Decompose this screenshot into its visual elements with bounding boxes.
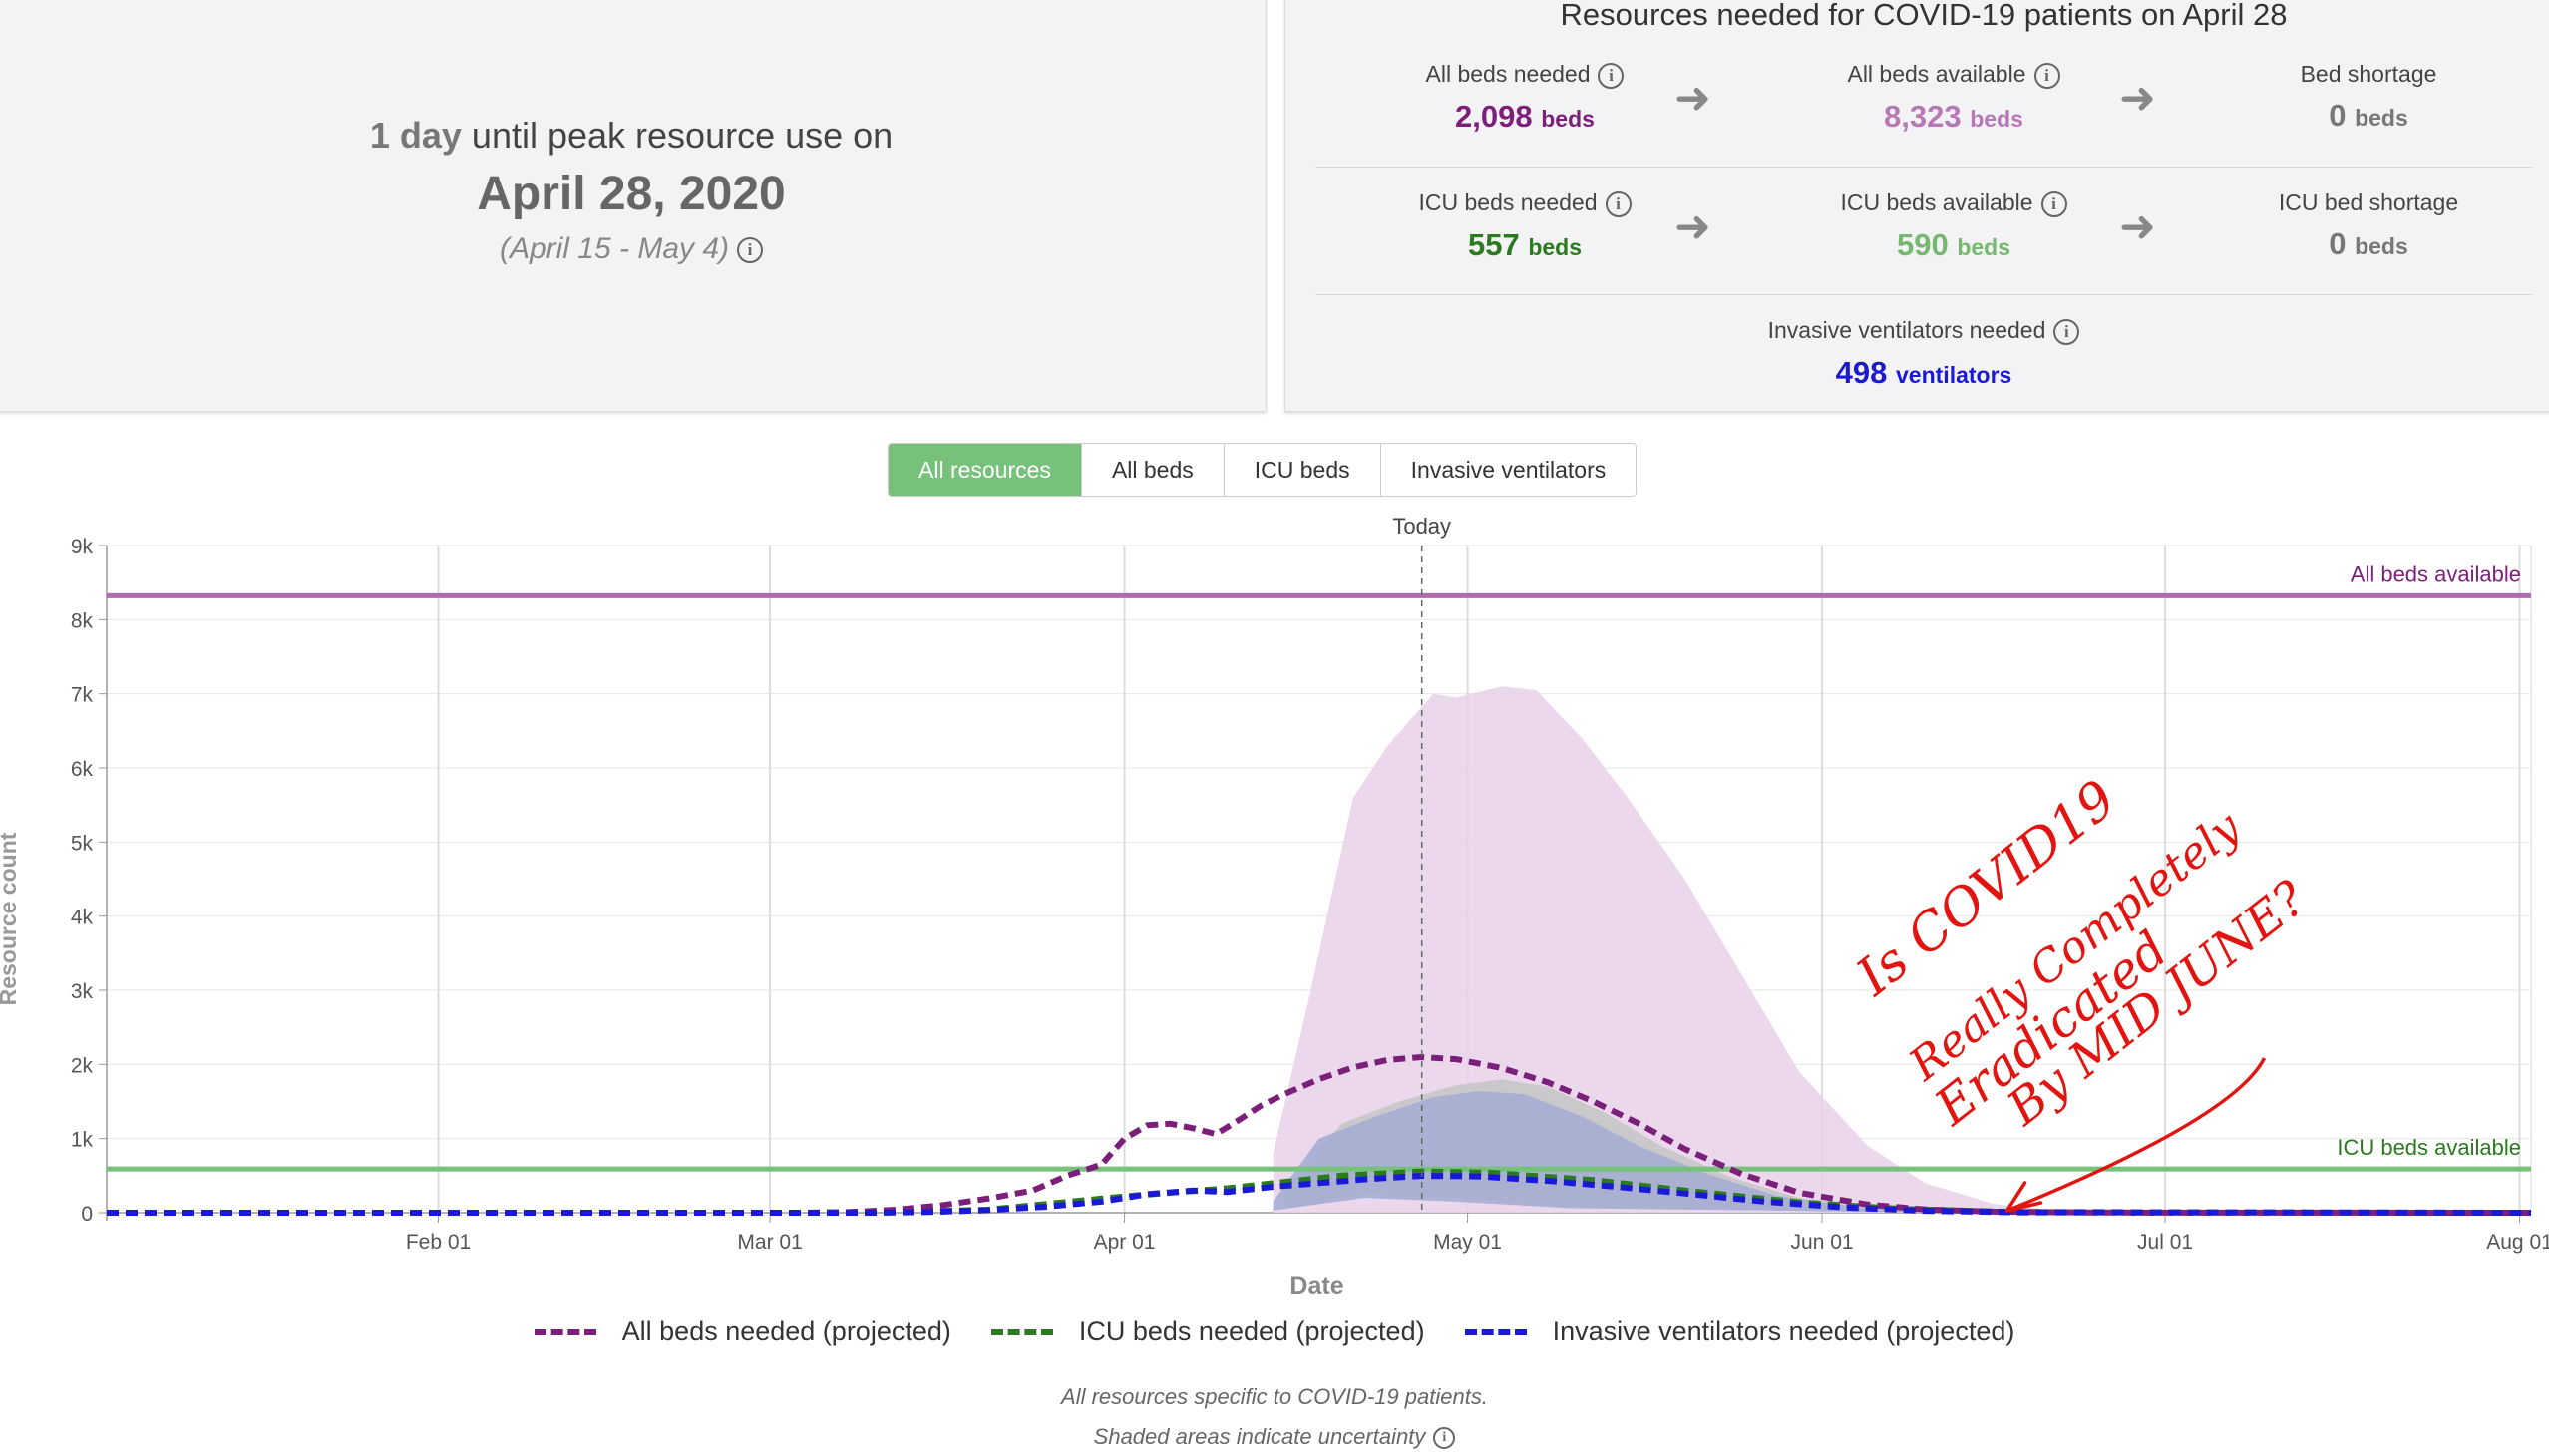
- legend-label: All beds needed (projected): [621, 1316, 951, 1346]
- peak-resource-card: 1 day until peak resource use on April 2…: [0, 0, 1267, 412]
- legend-swatch: [1464, 1328, 1527, 1335]
- info-icon[interactable]: i: [737, 237, 764, 264]
- ventilators-needed-value: 498: [1835, 354, 1888, 390]
- annotation-arrowhead: [2004, 1181, 2043, 1213]
- icu-bed-shortage-label: ICU bed shortage: [2278, 189, 2459, 215]
- icu-beds-available-label: ICU beds available: [1840, 189, 2033, 215]
- bed-shortage-cell: Bed shortage 0 beds: [2219, 61, 2518, 134]
- peak-days-unit: day: [399, 115, 462, 156]
- y-tick-label: 8k: [71, 609, 94, 632]
- icu-bed-shortage-cell: ICU bed shortage 0 beds: [2219, 189, 2518, 262]
- legend-swatch: [534, 1328, 596, 1335]
- info-icon[interactable]: i: [1605, 190, 1632, 217]
- arrow-right-icon: ➜: [1674, 202, 1711, 251]
- info-icon[interactable]: i: [2053, 318, 2080, 345]
- all-beds-needed-unit: beds: [1541, 105, 1595, 132]
- x-tick-label: May 01: [1433, 1231, 1502, 1254]
- available-line-label: ICU beds available: [2337, 1135, 2521, 1160]
- y-tick-label: 4k: [71, 907, 94, 929]
- peak-date: April 28, 2020: [477, 168, 786, 220]
- legend-item-ventilators[interactable]: Invasive ventilators needed (projected): [1464, 1316, 2015, 1347]
- icu-beds-available-value: 590: [1896, 226, 1949, 262]
- peak-text: until peak resource use on: [471, 115, 894, 156]
- peak-days: 1: [369, 115, 390, 156]
- annotation-arrow: [2005, 1057, 2267, 1213]
- icu-beds-needed-cell: ICU beds needed i 557 beds: [1375, 189, 1674, 263]
- divider: [1315, 167, 2532, 168]
- ventilators-needed-cell: Invasive ventilators needed i 498 ventila…: [1674, 317, 2173, 391]
- info-icon[interactable]: i: [2040, 190, 2067, 217]
- all-beds-needed-value: 2,098: [1455, 98, 1533, 134]
- ventilators-needed-unit: ventilators: [1896, 361, 2012, 388]
- all-beds-available-cell: All beds available i 8,323 beds: [1804, 61, 2103, 135]
- arrow-right-icon: ➜: [2119, 202, 2156, 251]
- today-label: Today: [1392, 514, 1451, 539]
- icu-bed-shortage-unit: beds: [2355, 233, 2408, 259]
- bed-shortage-unit: beds: [2355, 105, 2408, 131]
- arrow-right-icon: ➜: [1674, 74, 1711, 123]
- y-tick-label: 6k: [71, 758, 94, 781]
- info-icon[interactable]: i: [1433, 1427, 1456, 1450]
- tab-all-beds[interactable]: All beds: [1080, 444, 1224, 496]
- legend-swatch: [990, 1328, 1053, 1335]
- resource-chart: 0 1k 2k 3k 4k 5k 6k 7k 8k 9k Feb 01 Mar 01 Apr 01 May…: [0, 514, 2549, 1300]
- info-icon[interactable]: i: [2033, 62, 2060, 89]
- y-axis-title: Resource count: [0, 832, 21, 1005]
- y-tick-label: 2k: [71, 1054, 94, 1077]
- all-beds-needed-label: All beds needed: [1425, 61, 1591, 87]
- y-tick-label: 1k: [71, 1129, 94, 1152]
- tab-icu-beds[interactable]: ICU beds: [1223, 444, 1380, 496]
- y-tick-label: 9k: [71, 536, 94, 558]
- bed-shortage-label: Bed shortage: [2300, 61, 2437, 87]
- legend-label: Invasive ventilators needed (projected): [1552, 1316, 2015, 1346]
- arrow-right-icon: ➜: [2119, 74, 2156, 123]
- icu-bed-shortage-value: 0: [2329, 226, 2347, 261]
- x-tick-label: Feb 01: [406, 1231, 471, 1254]
- legend-item-icu-beds[interactable]: ICU beds needed (projected): [990, 1316, 1425, 1347]
- tab-invasive-ventilators[interactable]: Invasive ventilators: [1379, 444, 1637, 496]
- legend-label: ICU beds needed (projected): [1078, 1316, 1425, 1346]
- icu-beds-available-cell: ICU beds available i 590 beds: [1804, 189, 2103, 263]
- ventilators-needed-label: Invasive ventilators needed: [1767, 317, 2046, 343]
- tab-all-resources[interactable]: All resources: [889, 444, 1081, 496]
- all-beds-available-label: All beds available: [1847, 61, 2026, 87]
- resources-title: Resources needed for COVID-19 patients o…: [1560, 0, 2288, 32]
- chart-legend: All beds needed (projected) ICU beds nee…: [0, 1316, 2549, 1347]
- y-tick-label: 3k: [71, 980, 94, 1003]
- icu-beds-needed-unit: beds: [1528, 233, 1583, 260]
- y-tick-label: 5k: [71, 832, 94, 855]
- uncertainty-band: [1273, 686, 2062, 1213]
- peak-range: (April 15 - May 4) i: [0, 232, 1266, 266]
- y-tick-label: 7k: [71, 684, 94, 707]
- peak-range-text: (April 15 - May 4): [499, 232, 730, 265]
- x-tick-label: Aug 01: [2486, 1231, 2549, 1254]
- peak-countdown: 1 day until peak resource use on: [0, 115, 1266, 157]
- bed-shortage-value: 0: [2329, 98, 2347, 133]
- y-tick-label: 0: [81, 1203, 93, 1226]
- all-beds-available-unit: beds: [1970, 105, 2023, 132]
- x-tick-label: Apr 01: [1094, 1231, 1156, 1254]
- resources-card: Resources needed for COVID-19 patients o…: [1284, 0, 2549, 412]
- divider: [1315, 294, 2532, 295]
- series-line: [107, 1172, 2532, 1216]
- icu-beds-needed-label: ICU beds needed: [1418, 189, 1598, 215]
- available-line-label: All beds available: [2351, 561, 2521, 586]
- x-tick-label: Jul 01: [2137, 1231, 2193, 1254]
- icu-beds-available-unit: beds: [1957, 233, 2011, 260]
- x-axis-title: Date: [1289, 1273, 1343, 1300]
- uncertainty-band: [1273, 1091, 1949, 1213]
- footnote: All resources specific to COVID-19 patie…: [1061, 1384, 1488, 1409]
- series-line: [107, 1053, 2532, 1216]
- footnote-uncertainty: Shaded areas indicate uncertainty i: [0, 1424, 2549, 1450]
- icu-beds-needed-value: 557: [1467, 226, 1520, 262]
- info-icon[interactable]: i: [1598, 62, 1625, 89]
- footnote-uncertainty-text: Shaded areas indicate uncertainty: [1093, 1424, 1426, 1449]
- legend-item-all-beds[interactable]: All beds needed (projected): [534, 1316, 951, 1347]
- x-tick-label: Mar 01: [737, 1231, 802, 1254]
- resource-tabs: All resources All beds ICU beds Invasive…: [888, 443, 1638, 497]
- all-beds-needed-cell: All beds needed i 2,098 beds: [1375, 61, 1674, 135]
- x-tick-label: Jun 01: [1791, 1231, 1854, 1254]
- all-beds-available-value: 8,323: [1884, 98, 1962, 134]
